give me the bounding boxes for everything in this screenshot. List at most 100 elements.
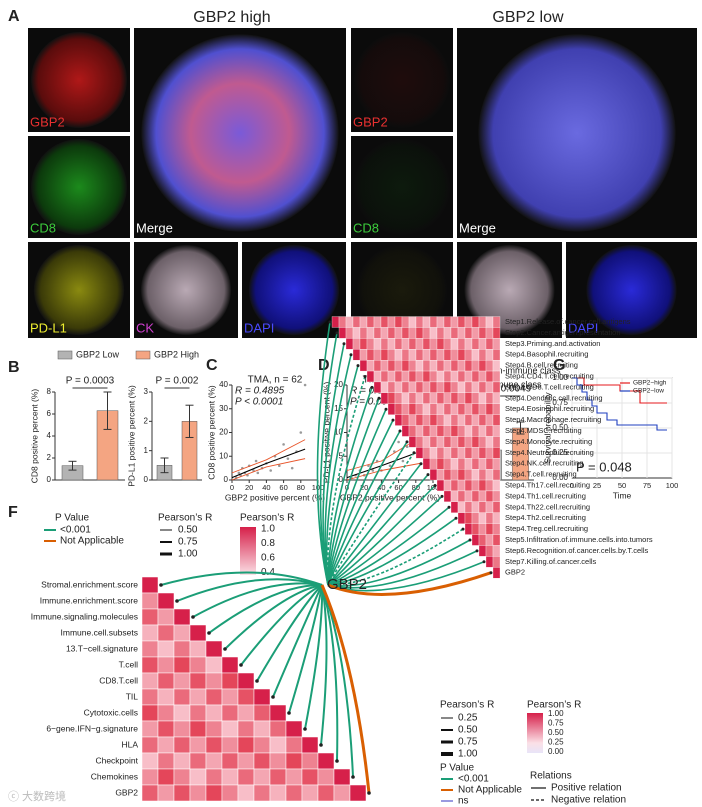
row-label: Step4.CD4.T.cell.recruiting bbox=[505, 371, 594, 380]
heatmap-cell bbox=[380, 349, 389, 361]
heatmap-cell bbox=[394, 349, 403, 361]
x-tick-label: 75 bbox=[643, 481, 651, 490]
legend-label: 0.50 bbox=[458, 725, 478, 736]
heatmap-cell bbox=[457, 381, 466, 394]
x-tick-label: 25 bbox=[593, 481, 601, 490]
heatmap-cell bbox=[157, 688, 175, 706]
link-end bbox=[475, 549, 479, 553]
heatmap-cell bbox=[189, 688, 207, 706]
row-label: Step4.MDSC.recruiting bbox=[505, 426, 582, 435]
heatmap-cell bbox=[394, 392, 403, 404]
link-end bbox=[335, 331, 339, 335]
heatmap-cell bbox=[471, 468, 480, 481]
p-value: P = 0.0003 bbox=[66, 376, 115, 387]
x-axis-label: GBP2 positive percent (%) bbox=[340, 492, 440, 502]
y-tick-label: 1.00 bbox=[552, 373, 568, 382]
link-end bbox=[426, 473, 430, 477]
heatmap-cell bbox=[380, 338, 389, 350]
heatmap-cell bbox=[269, 736, 287, 754]
heatmap-cell bbox=[269, 704, 287, 722]
heatmap-cell bbox=[443, 359, 452, 372]
link-end bbox=[482, 560, 486, 564]
heatmap-cell bbox=[366, 327, 375, 339]
heatmap-cell bbox=[429, 316, 438, 328]
y-tick-label: 8 bbox=[47, 387, 52, 396]
heatmap-cell bbox=[478, 392, 487, 404]
heatmap-cell bbox=[492, 534, 501, 546]
heatmap-cell bbox=[457, 458, 466, 470]
heatmap-cell bbox=[485, 414, 494, 426]
heatmap-cell bbox=[401, 349, 410, 361]
link-curve bbox=[240, 584, 323, 666]
heatmap-cell bbox=[450, 403, 459, 415]
heatmap-cell bbox=[173, 784, 191, 802]
heatmap-cell bbox=[338, 316, 347, 328]
heatmap-cell bbox=[205, 640, 223, 658]
point bbox=[405, 445, 409, 449]
heatmap-cell bbox=[173, 736, 191, 754]
heatmap-cell bbox=[253, 752, 271, 770]
point bbox=[286, 457, 290, 460]
heatmap-cell bbox=[269, 784, 287, 802]
heatmap-cell bbox=[141, 608, 159, 626]
heatmap-cell bbox=[422, 436, 431, 448]
heatmap-cell bbox=[485, 523, 494, 535]
heatmap-cell bbox=[415, 392, 424, 404]
heatmap-cell bbox=[317, 768, 335, 786]
heatmap-cell bbox=[366, 370, 375, 383]
point bbox=[278, 464, 281, 468]
heatmap-cell bbox=[422, 327, 431, 339]
heatmap-cell bbox=[221, 704, 239, 722]
heatmap-cell bbox=[237, 672, 255, 690]
heatmap-cell bbox=[464, 458, 473, 470]
point bbox=[256, 471, 260, 475]
heatmap-cell bbox=[387, 370, 396, 383]
row-label: Step4.B.cell.recruiting bbox=[505, 361, 578, 370]
heatmap-cell bbox=[478, 545, 487, 557]
link-curve bbox=[327, 484, 436, 586]
fit-line bbox=[231, 448, 306, 479]
heatmap-cell bbox=[436, 414, 445, 426]
heatmap-cell bbox=[359, 316, 368, 328]
heatmap-cell bbox=[443, 425, 452, 437]
link-end bbox=[191, 615, 195, 619]
heatmap-cell bbox=[443, 490, 452, 503]
heatmap-cell bbox=[373, 359, 382, 372]
heatmap-cell bbox=[394, 359, 403, 372]
heatmap-cell bbox=[443, 338, 452, 350]
heatmap-cell bbox=[492, 327, 501, 339]
heatmap-cell bbox=[485, 359, 494, 372]
heatmap-cell bbox=[457, 414, 466, 426]
tile-label: PD-L1 bbox=[30, 320, 67, 335]
heatmap-cell bbox=[408, 436, 417, 448]
heatmap-cell bbox=[464, 425, 473, 437]
heatmap-cell bbox=[205, 688, 223, 706]
heatmap-cell bbox=[221, 672, 239, 690]
heatmap-cell bbox=[394, 403, 403, 415]
heatmap-cell bbox=[301, 784, 319, 802]
heatmap-cell bbox=[471, 370, 480, 383]
heatmap-cell bbox=[380, 359, 389, 372]
heatmap-cell bbox=[141, 640, 159, 658]
link-curve bbox=[327, 452, 415, 586]
legend-label: 1.00 bbox=[458, 749, 478, 760]
heatmap-cell bbox=[450, 316, 459, 328]
legend-label: GBP2 Low bbox=[76, 349, 120, 359]
heatmap-cell bbox=[221, 736, 239, 754]
heatmap-cell bbox=[443, 458, 452, 470]
heatmap-cell bbox=[457, 468, 466, 481]
legend-label: Not Applicable bbox=[458, 785, 522, 796]
confidence-line bbox=[346, 436, 421, 471]
heatmap-cell bbox=[237, 752, 255, 770]
x-tick-label: 40 bbox=[377, 483, 385, 492]
link-curve bbox=[327, 571, 492, 596]
heatmap-cell bbox=[338, 327, 347, 339]
heatmap-cell bbox=[380, 381, 389, 394]
heatmap-cell bbox=[485, 316, 494, 328]
heatmap-cell bbox=[429, 447, 438, 459]
heatmap-cell bbox=[253, 720, 271, 738]
heatmap-cell bbox=[221, 656, 239, 674]
chart-title: TMA, n = 62 bbox=[248, 375, 303, 386]
heatmap-cell bbox=[401, 392, 410, 404]
tile-label: CD8 bbox=[353, 220, 379, 235]
